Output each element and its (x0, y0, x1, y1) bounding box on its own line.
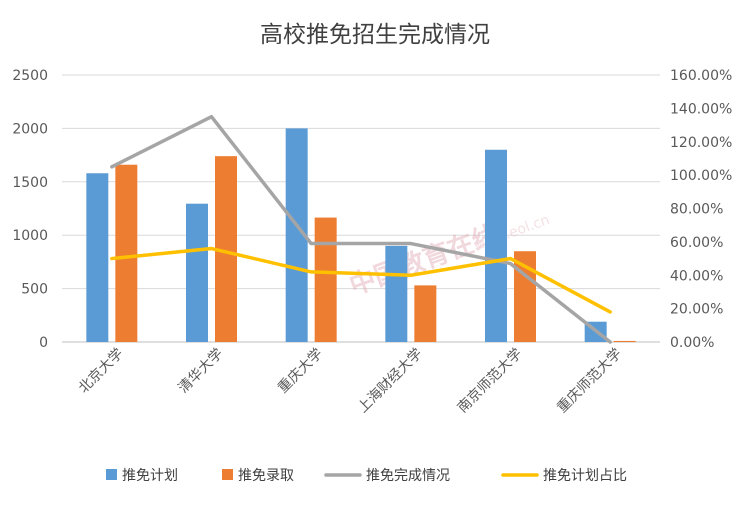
bar (385, 245, 408, 342)
y-axis-right: 0.00% 20.00% 40.00% 60.00% 80.00% 100.00% 120.… (670, 68, 732, 351)
y-left-tick-label: 1500 (12, 175, 48, 191)
y-right-tick-label: 120.00% (670, 135, 732, 151)
bar-series (86, 128, 636, 342)
y-right-tick-label: 80.00% (670, 202, 723, 218)
y-left-tick-label: 0 (39, 335, 48, 351)
legend-label: 推免录取 (238, 468, 294, 484)
y-right-tick-label: 60.00% (670, 235, 723, 251)
bar (115, 164, 138, 342)
legend-label: 推免计划 (122, 468, 178, 484)
grid-lines (62, 74, 660, 343)
y-right-tick-label: 100.00% (670, 168, 732, 184)
series-line (110, 114, 612, 344)
line-series (110, 114, 612, 344)
chart-title: 高校推免招生完成情况 (260, 22, 490, 48)
y-left-tick-label: 2000 (12, 121, 48, 137)
series-line (110, 246, 612, 314)
legend: 推免计划 推免录取 推免完成情况 推免计划占比 (106, 468, 627, 484)
y-axis-left: 0 500 1000 1500 2000 2500 (12, 68, 48, 351)
y-left-tick-label: 2500 (12, 68, 48, 84)
y-right-tick-label: 0.00% (670, 335, 714, 351)
y-right-tick-label: 20.00% (670, 302, 723, 318)
y-left-tick-label: 500 (21, 282, 48, 298)
y-right-tick-label: 160.00% (670, 68, 732, 84)
bar (215, 156, 237, 342)
y-right-tick-label: 40.00% (670, 268, 723, 284)
bar (514, 251, 536, 342)
y-right-tick-label: 140.00% (670, 101, 732, 117)
legend-swatch (222, 469, 233, 480)
legend-label: 推免计划占比 (543, 468, 627, 484)
legend-label: 推免完成情况 (366, 468, 450, 484)
bar (414, 285, 437, 342)
legend-swatch (106, 469, 117, 480)
bar (314, 217, 337, 342)
y-left-tick-label: 1000 (12, 228, 48, 244)
bar (613, 340, 636, 342)
bar (86, 173, 109, 342)
bar (186, 203, 208, 342)
bar (485, 149, 507, 342)
bar (285, 128, 308, 342)
